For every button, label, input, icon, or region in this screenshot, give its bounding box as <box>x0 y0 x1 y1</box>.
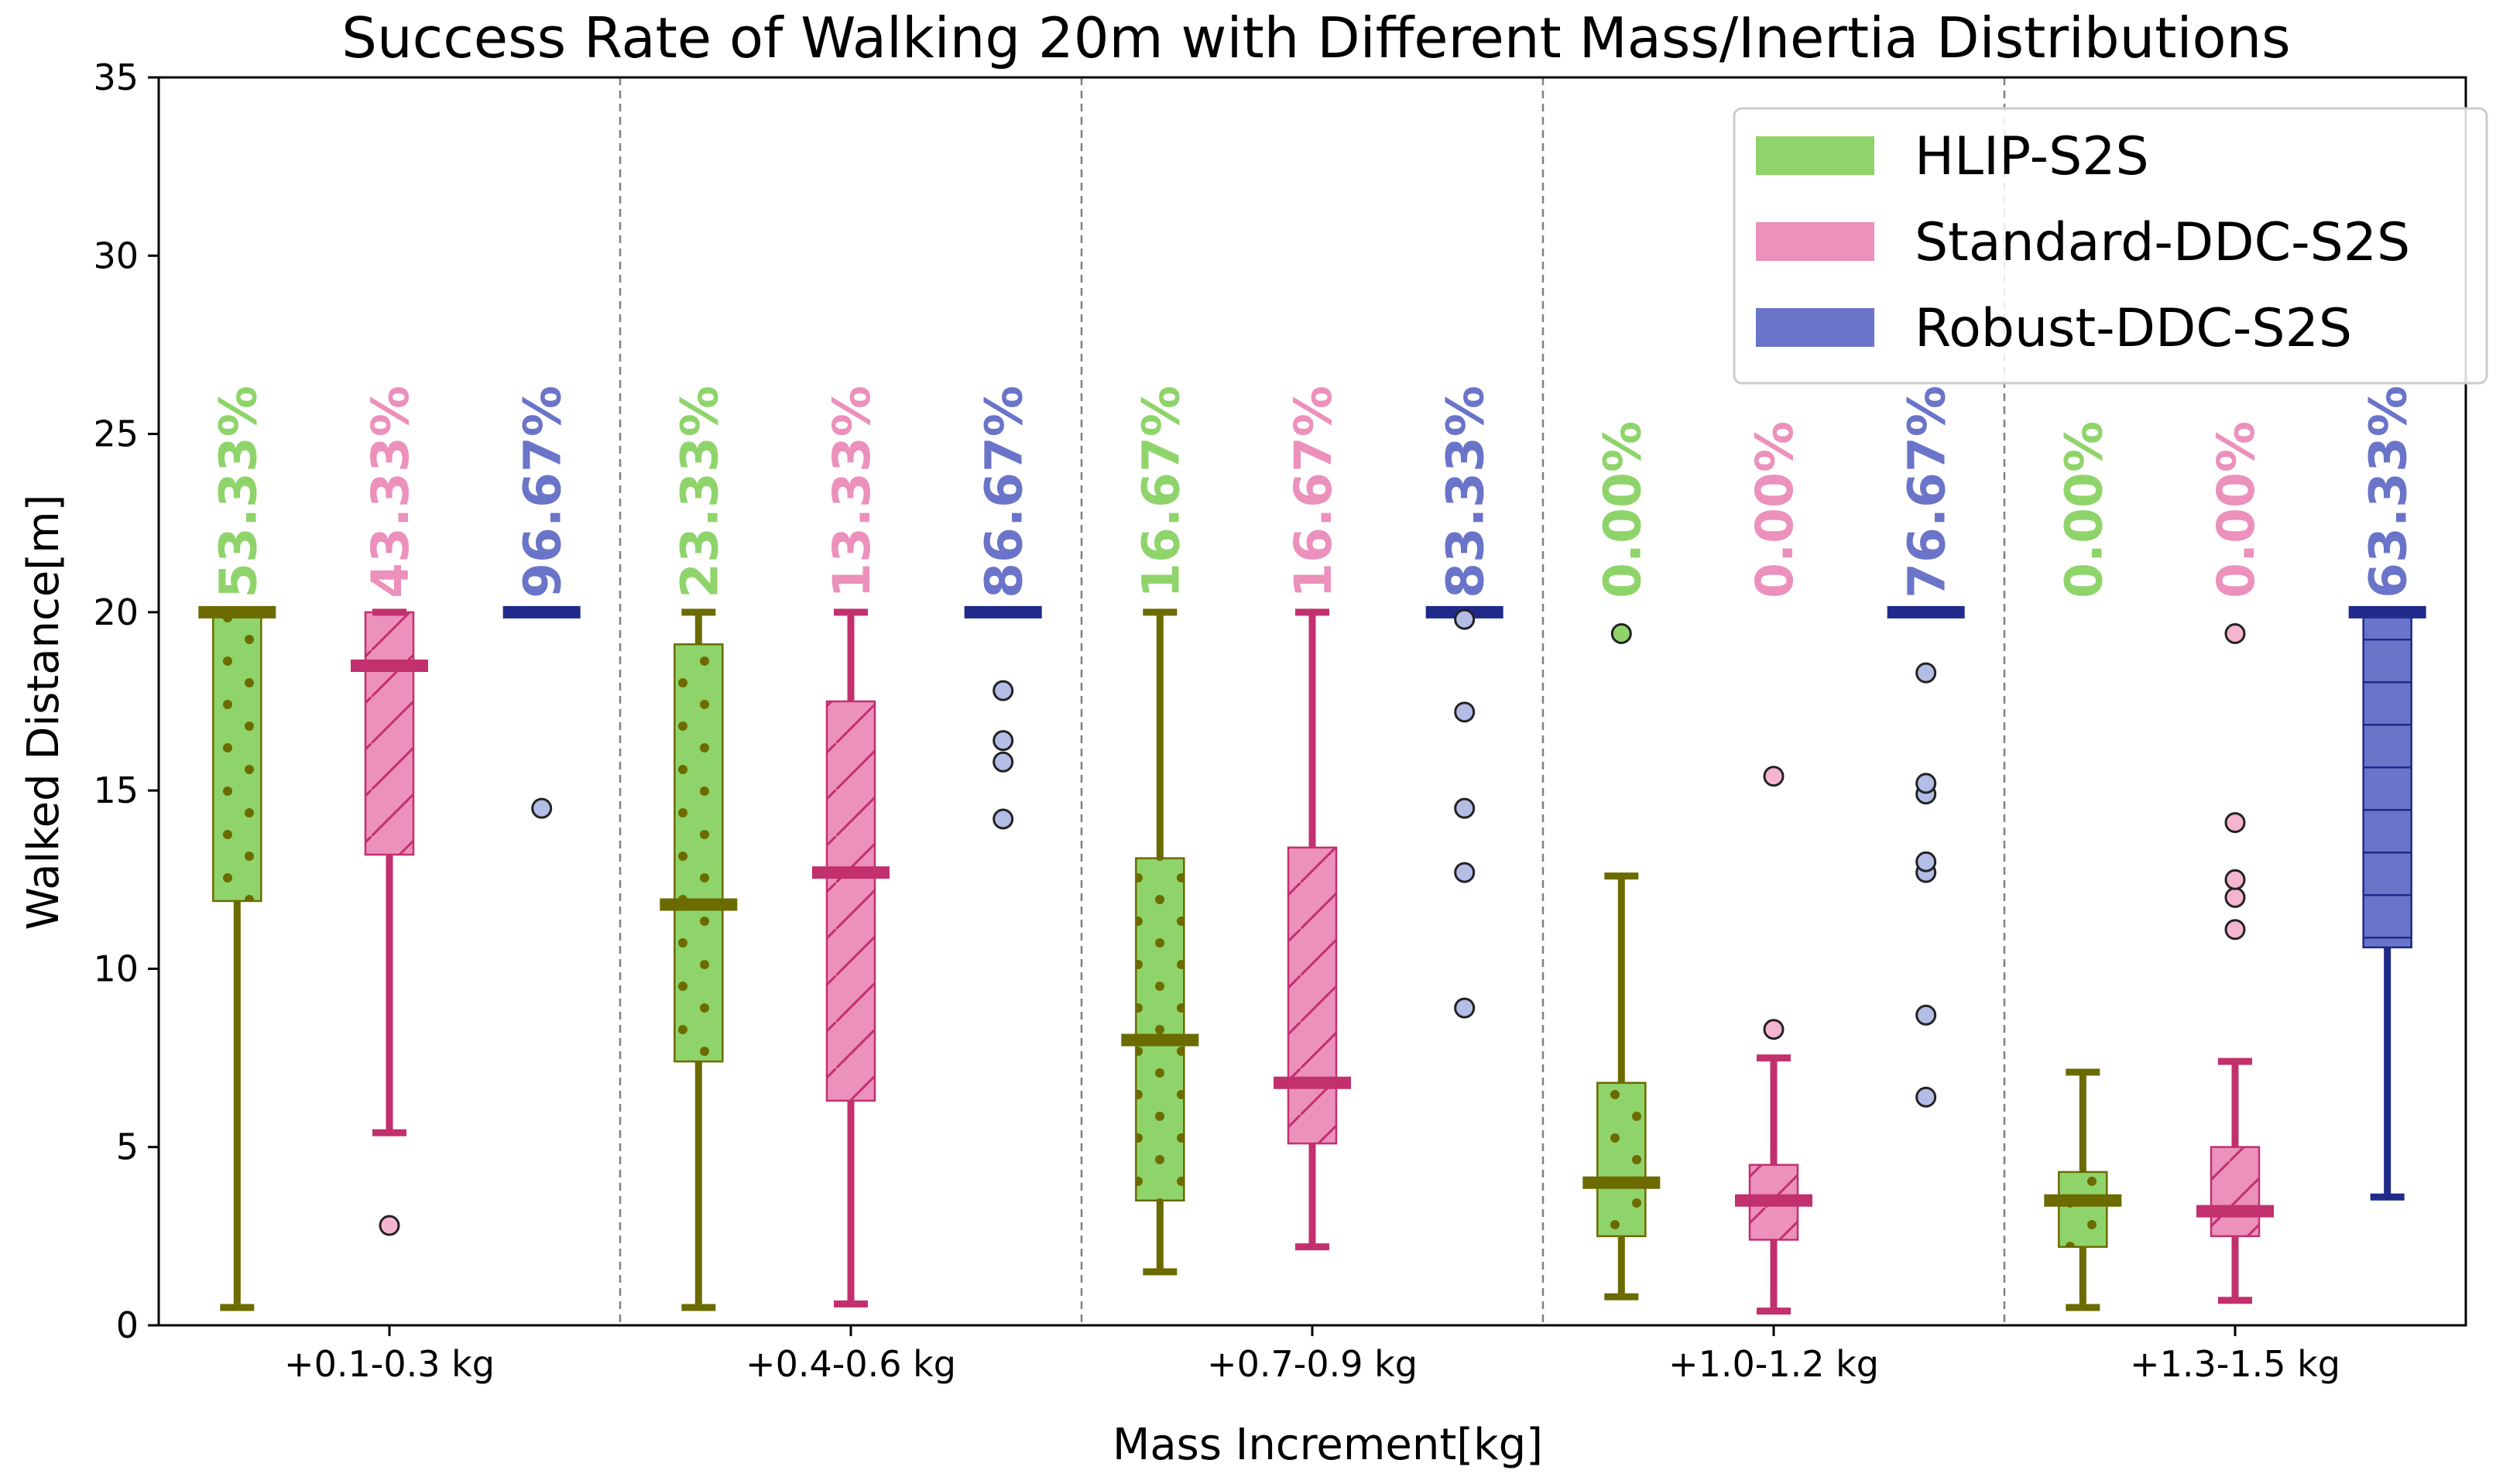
box-hatch <box>2059 1171 2107 1247</box>
legend-label-standard-ddc: Standard-DDC-S2S <box>1915 212 2410 273</box>
outlier-point <box>993 751 1014 773</box>
legend-label-robust-ddc: Robust-DDC-S2S <box>1915 298 2352 359</box>
outlier-point <box>1763 1019 1785 1040</box>
outlier-point <box>2224 869 2246 890</box>
success-rate-label: 43.33% <box>361 386 420 598</box>
y-tick-label: 5 <box>116 1126 139 1168</box>
y-tick-label: 30 <box>93 235 139 276</box>
box-standard-ddc-s2s-3: 16.67% <box>1274 386 1351 1251</box>
legend-swatch-hlip <box>1756 136 1874 175</box>
success-rate-label: 53.33% <box>208 386 268 598</box>
box-robust-ddc-s2s-4: 76.67% <box>1887 386 1965 1108</box>
outlier-point <box>1763 766 1785 787</box>
box-robust-ddc-s2s-3: 83.33% <box>1425 386 1503 1019</box>
outlier-point <box>2224 812 2246 834</box>
x-axis-label: Mass Increment[kg] <box>1113 1420 1543 1470</box>
success-rate-label: 86.67% <box>975 386 1034 598</box>
outlier-point <box>1915 1004 1937 1026</box>
box-standard-ddc-s2s-2: 13.33% <box>812 386 890 1307</box>
outlier-point <box>379 1215 400 1236</box>
y-tick-label: 0 <box>116 1304 139 1346</box>
chart-title: Success Rate of Walking 20m with Differe… <box>341 5 2290 70</box>
success-rate-label: 13.33% <box>822 386 882 598</box>
box-robust-ddc-s2s-2: 86.67% <box>964 386 1042 830</box>
box-hatch <box>674 644 723 1062</box>
outlier-point <box>1915 773 1937 794</box>
outlier-point <box>1610 622 1632 644</box>
outlier-point <box>1454 797 1476 819</box>
box-hatch <box>827 701 875 1101</box>
box-hatch <box>365 612 413 855</box>
legend: HLIP-S2S Standard-DDC-S2S Robust-DDC-S2S <box>1733 107 2488 385</box>
box-hatch <box>2211 1146 2259 1236</box>
x-tick-label: +1.3-1.5 kg <box>2130 1343 2340 1385</box>
success-rate-label: 63.33% <box>2359 386 2419 598</box>
success-rate-label: 0.00% <box>2054 421 2114 598</box>
success-rate-label: 16.67% <box>1284 386 1343 598</box>
box-hlip-s2s-1: 53.33% <box>198 386 276 1311</box>
success-rate-label: 23.33% <box>670 386 729 598</box>
box-robust-ddc-s2s-5: 63.33% <box>2348 386 2426 1201</box>
y-tick-label: 20 <box>93 591 139 633</box>
box-robust-ddc-s2s-1: 96.67% <box>502 386 581 819</box>
outlier-point <box>1454 701 1476 723</box>
legend-swatch-standard-ddc <box>1756 222 1874 261</box>
box-hatch <box>213 612 262 901</box>
outlier-point <box>1915 662 1937 684</box>
y-tick-label: 15 <box>93 769 139 811</box>
success-rate-label: 76.67% <box>1898 386 1957 598</box>
outlier-point <box>2224 919 2246 941</box>
box-standard-ddc-s2s-5: 0.00% <box>2196 421 2274 1304</box>
outlier-point <box>1454 862 1476 883</box>
outlier-point <box>1915 851 1937 872</box>
outlier-point <box>531 797 553 819</box>
y-tick-label: 10 <box>93 948 139 989</box>
success-rate-label: 16.67% <box>1131 386 1191 598</box>
x-tick-label: +1.0-1.2 kg <box>1668 1343 1879 1385</box>
outlier-point <box>2224 622 2246 644</box>
x-tick-label: +0.7-0.9 kg <box>1207 1343 1418 1385</box>
box-hlip-s2s-3: 16.67% <box>1121 386 1199 1276</box>
success-rate-label: 0.00% <box>1745 421 1805 598</box>
outlier-point <box>993 680 1014 701</box>
box-hatch <box>1288 847 1336 1144</box>
success-rate-label: 0.00% <box>2206 421 2266 598</box>
box-hlip-s2s-5: 0.00% <box>2044 421 2122 1311</box>
y-tick-label: 35 <box>93 57 139 98</box>
box-standard-ddc-s2s-4: 0.00% <box>1735 421 1812 1315</box>
success-rate-label: 83.33% <box>1436 386 1496 598</box>
box-hatch <box>2363 612 2412 948</box>
box-hlip-s2s-4: 0.00% <box>1582 421 1661 1301</box>
success-rate-label: 96.67% <box>513 386 573 598</box>
legend-label-hlip: HLIP-S2S <box>1915 126 2149 187</box>
outlier-point <box>2224 886 2246 908</box>
outlier-point <box>1915 1086 1937 1108</box>
box-standard-ddc-s2s-1: 43.33% <box>351 386 428 1236</box>
box-hatch <box>1597 1082 1646 1236</box>
success-rate-label: 0.00% <box>1593 421 1652 598</box>
outlier-point <box>1454 608 1476 630</box>
legend-swatch-robust-ddc <box>1756 308 1874 347</box>
y-axis-label: Walked Distance[m] <box>19 494 69 930</box>
box-hlip-s2s-2: 23.33% <box>660 386 738 1311</box>
outlier-point <box>993 730 1014 752</box>
outlier-point <box>1454 997 1476 1019</box>
x-tick-label: +0.4-0.6 kg <box>746 1343 956 1385</box>
y-tick-label: 25 <box>93 413 139 455</box>
legend-frame <box>1733 107 2488 385</box>
outlier-point <box>993 808 1014 830</box>
x-tick-label: +0.1-0.3 kg <box>284 1343 495 1385</box>
box-hatch <box>1136 858 1185 1201</box>
